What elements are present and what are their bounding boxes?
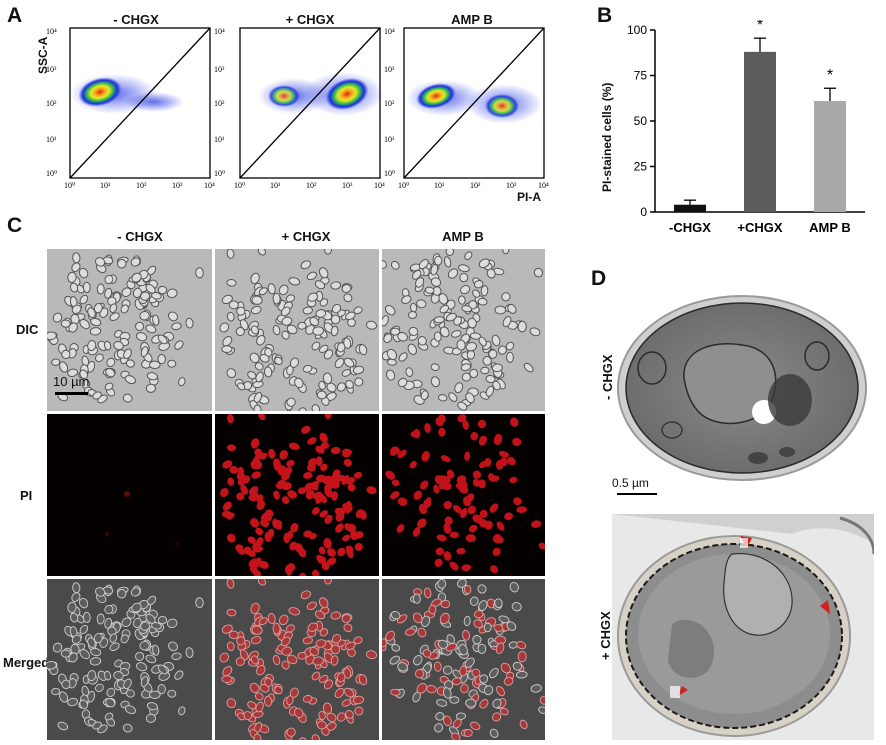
flow-title-ampb: AMP B — [451, 12, 493, 27]
svg-text:10⁰: 10⁰ — [398, 181, 409, 190]
svg-text:10⁴: 10⁴ — [374, 181, 385, 190]
tem-image-plus-chgx — [612, 514, 874, 740]
micro-row-merged: Merged — [3, 655, 50, 670]
flow-y-tick: 10³ — [46, 65, 57, 74]
micro-pi-minus-chgx — [47, 414, 212, 576]
flow-x-tick: 10⁴ — [204, 181, 215, 190]
tem-scale-label: 0.5 µm — [612, 476, 649, 490]
bar-y-tick-label: 75 — [634, 69, 648, 83]
svg-text:10¹: 10¹ — [384, 135, 395, 144]
micro-row-dic: DIC — [16, 322, 39, 337]
tem-row-plus-chgx: + CHGX — [598, 611, 613, 660]
bar-category-label: AMP B — [809, 220, 851, 235]
flow-y-tick: 10¹ — [46, 135, 57, 144]
svg-text:10¹: 10¹ — [270, 181, 281, 190]
micro-scale-label: 10 µm — [53, 374, 90, 389]
bar-y-tick-label: 0 — [640, 205, 647, 219]
svg-text:10⁰: 10⁰ — [234, 181, 245, 190]
panel-label-d: D — [591, 267, 607, 290]
svg-text:10¹: 10¹ — [214, 135, 225, 144]
bar-significance: * — [827, 67, 833, 84]
bar-significance: * — [757, 20, 763, 34]
flow-plot-minus-chgx — [69, 27, 211, 179]
micro-col-ampb: AMP B — [442, 229, 484, 244]
micro-merged-minus-chgx — [47, 579, 212, 740]
micro-merged-ampb — [382, 579, 545, 740]
micro-merged-plus-chgx — [215, 579, 379, 740]
panel-label-a: A — [7, 4, 23, 27]
svg-text:10⁰: 10⁰ — [214, 169, 225, 178]
micro-pi-ampb — [382, 414, 545, 576]
panel-label-b: B — [597, 4, 613, 27]
flow-y-tick: 10² — [46, 99, 57, 108]
svg-text:10¹: 10¹ — [434, 181, 445, 190]
flow-title-minus-chgx: - CHGX — [113, 12, 159, 27]
flow-x-axis-label: PI-A — [517, 190, 541, 204]
micro-dic-ampb — [382, 249, 545, 411]
bar-y-tick-label: 25 — [634, 160, 648, 174]
flow-y-ticks: 10⁴ 10³ 10² 10¹ 10⁰ 10⁴ 10³ 10² 10¹ 10⁰ … — [46, 27, 395, 178]
flow-x-ticks: 10⁰ 10¹ 10² 10³ 10⁴ 10⁰ 10¹ 10² 10³ 10⁴ … — [64, 181, 549, 190]
svg-text:10⁴: 10⁴ — [384, 27, 395, 36]
micro-col-minus-chgx: - CHGX — [117, 229, 163, 244]
bar-chart: 0 25 50 75 100 -CHGX * +CHGX * AMP B — [627, 20, 865, 235]
svg-text:10²: 10² — [384, 99, 395, 108]
svg-text:10³: 10³ — [506, 181, 517, 190]
svg-text:10²: 10² — [306, 181, 317, 190]
flow-x-tick: 10³ — [172, 181, 183, 190]
flow-x-tick: 10² — [136, 181, 147, 190]
micro-pi-plus-chgx — [215, 414, 379, 576]
micro-scale-bar — [55, 392, 88, 395]
flow-y-tick: 10⁴ — [46, 27, 57, 36]
micro-dic-minus-chgx — [47, 249, 212, 411]
svg-text:10⁴: 10⁴ — [214, 27, 225, 36]
tem-image-minus-chgx — [612, 290, 874, 490]
svg-text:10⁴: 10⁴ — [538, 181, 549, 190]
flow-x-tick: 10⁰ — [64, 181, 75, 190]
flow-title-plus-chgx: + CHGX — [285, 12, 335, 27]
tem-scale-bar — [617, 493, 657, 495]
micro-col-plus-chgx: + CHGX — [281, 229, 331, 244]
flow-x-tick: 10¹ — [100, 181, 111, 190]
flow-plot-plus-chgx — [239, 27, 384, 179]
bar-2 — [814, 100, 846, 212]
flow-plot-ampb — [403, 27, 545, 179]
bar-1 — [744, 51, 776, 213]
bar-y-tick-label: 50 — [634, 114, 648, 128]
bar-chart-y-label: PI-stained cells (%) — [600, 82, 614, 192]
svg-text:10³: 10³ — [214, 65, 225, 74]
svg-text:10⁰: 10⁰ — [384, 169, 395, 178]
flow-plots: 10⁴ 10³ 10² 10¹ 10⁰ 10⁴ 10³ 10² 10¹ 10⁰ … — [46, 27, 549, 190]
svg-text:10³: 10³ — [342, 181, 353, 190]
svg-text:10²: 10² — [214, 99, 225, 108]
panel-label-c: C — [7, 214, 23, 237]
bar-category-label: -CHGX — [669, 220, 711, 235]
svg-text:10²: 10² — [470, 181, 481, 190]
flow-y-tick: 10⁰ — [46, 169, 57, 178]
svg-text:10³: 10³ — [384, 65, 395, 74]
bar-y-tick-label: 100 — [627, 23, 647, 37]
micro-row-pi: PI — [20, 488, 33, 503]
micro-dic-plus-chgx — [215, 249, 379, 411]
bar-0 — [674, 204, 706, 212]
bar-category-label: +CHGX — [737, 220, 782, 235]
